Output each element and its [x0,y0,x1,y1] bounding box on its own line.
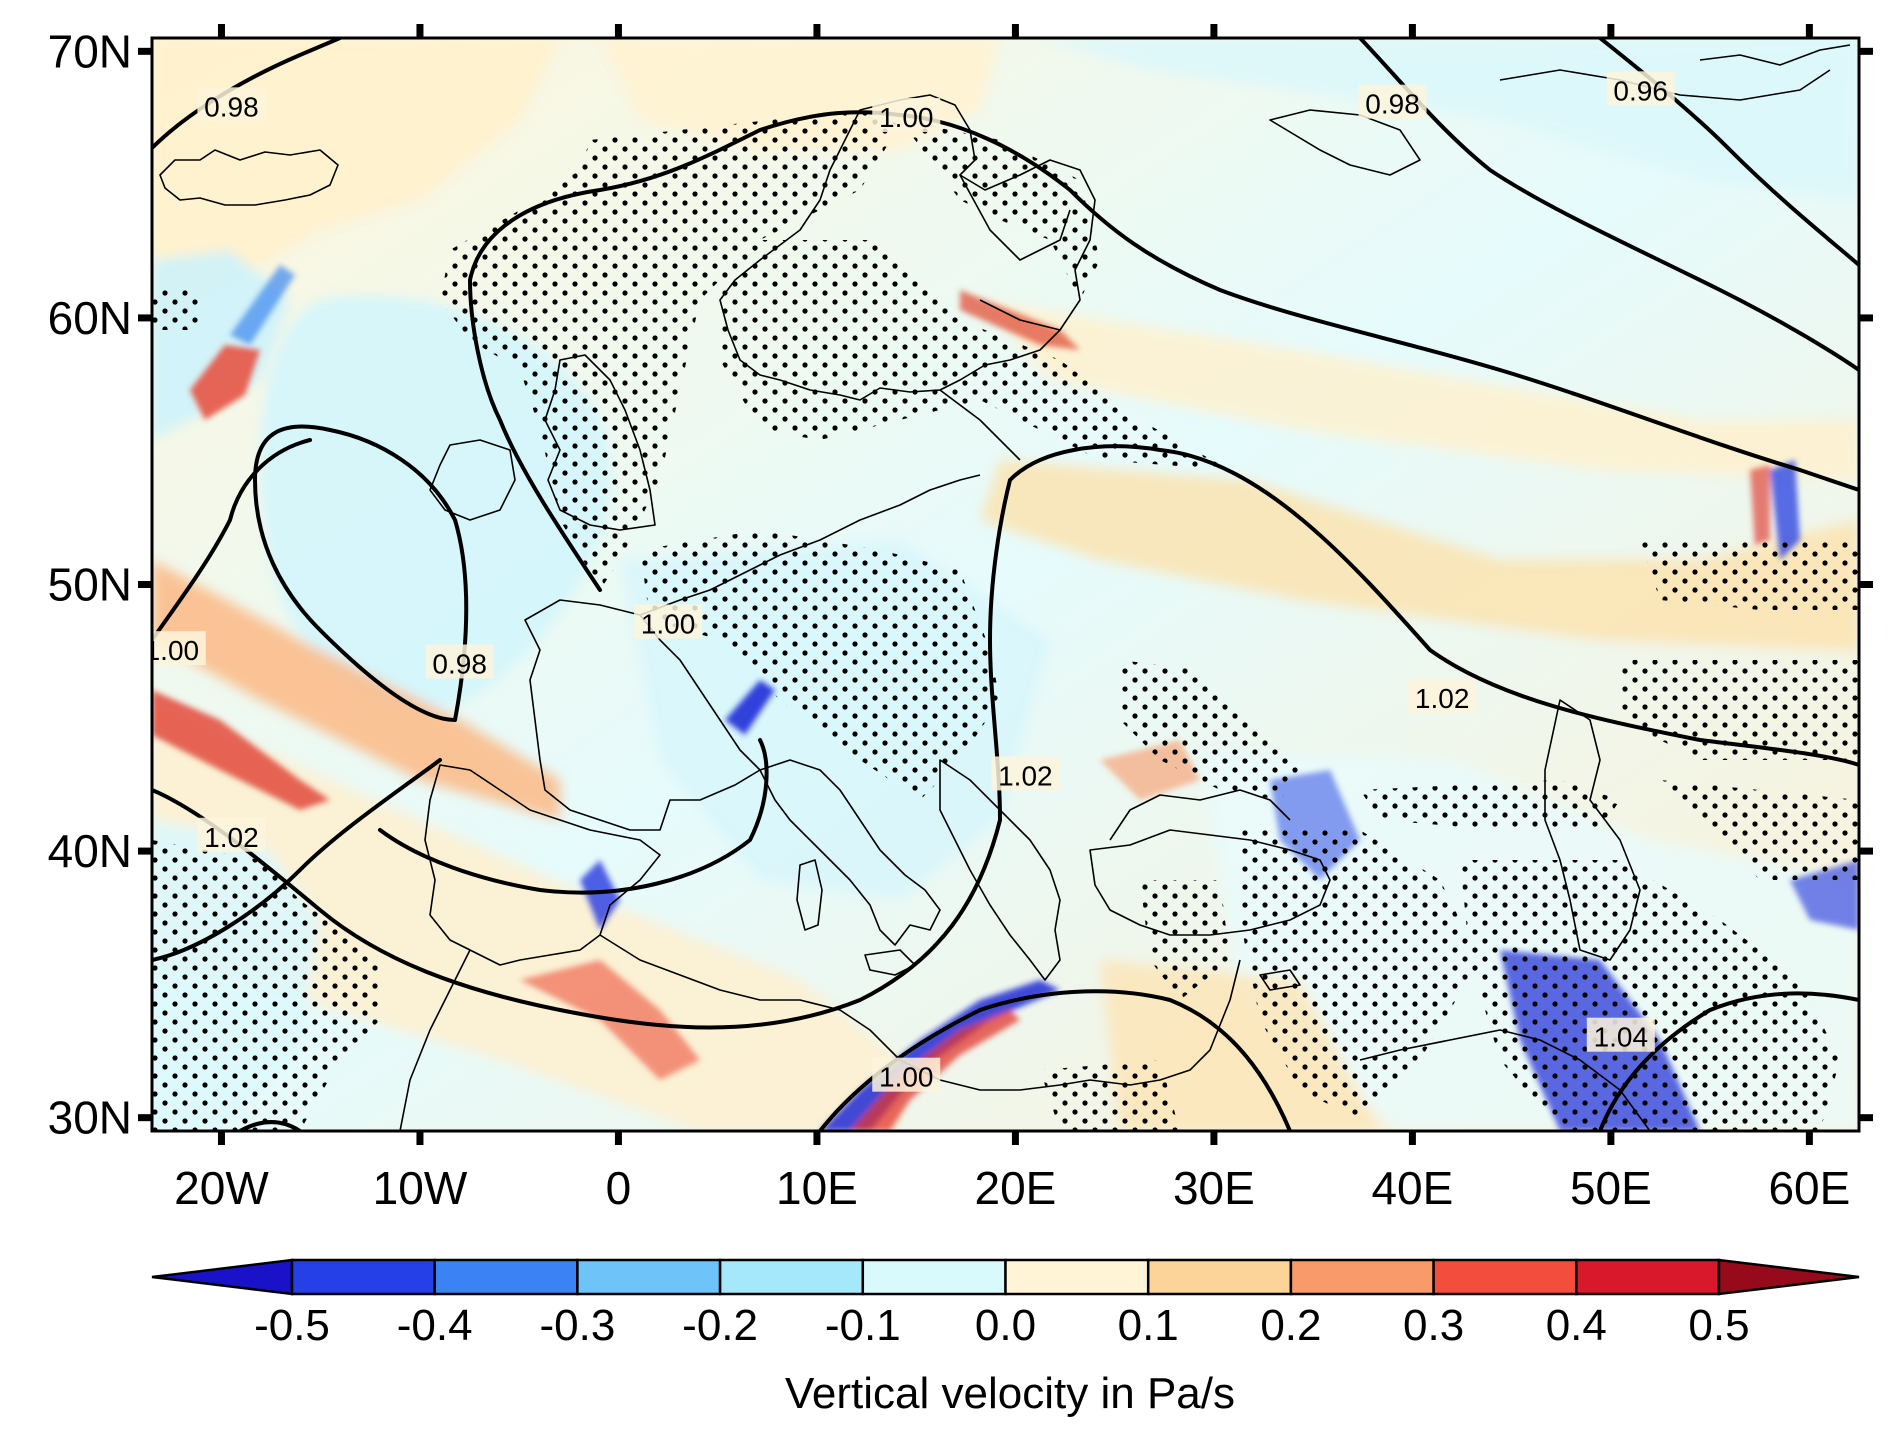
lat-tick-label: 40N [48,825,132,877]
contour-1-04-east [1598,991,1859,1131]
lat-tick-label: 60N [48,292,132,344]
contour-label: 1.00 [641,608,696,639]
scandinavia-coast [719,94,1096,401]
arabia-coast [1359,1029,1651,1131]
contour-1-02-iberia [378,738,769,895]
contour-label: 1.00 [879,1062,934,1093]
lon-tick-label: 10W [373,1162,468,1214]
colorbar-box [1575,1258,1721,1296]
contour-label: 1.00 [879,102,934,133]
contour-label: 1.00 [145,635,200,666]
contour-label-bg [425,644,494,679]
contour-labels: 0.98 0.98 0.96 1.00 0.98 1.00 1.00 1.02 1.02 1.02… [145,71,1675,1093]
colorbar-box-min [151,1258,294,1296]
black-sea-coast [1109,789,1291,841]
turkey-coast [1089,829,1331,936]
map-panel: 0.98 0.98 0.96 1.00 0.98 1.00 1.00 1.02 1.02 1.02… [48,24,1873,1214]
colorbar-tick-label: -0.2 [682,1301,758,1350]
colorbar-tick-label: 0.1 [1118,1301,1179,1350]
colorbar-box [718,1258,865,1296]
colorbar-label: Vertical velocity in Pa/s [785,1369,1235,1418]
colorbar-box [576,1258,722,1296]
lon-tick-label: 10E [776,1162,858,1214]
baltic-coast [939,174,1071,461]
colorbar-tick-label: 0.4 [1546,1301,1607,1350]
contour-label-bg [197,87,266,122]
contour-1-00-south [152,758,442,962]
lat-tick-label: 30N [48,1092,132,1144]
colorbar-tick-label: 0.0 [975,1301,1036,1350]
morocco-coast [399,949,471,1131]
britain-coast [544,354,656,531]
iceland-coast [159,149,339,206]
lon-tick-label: 40E [1371,1162,1453,1214]
colorbar-box [1432,1258,1578,1296]
iberia-coast [424,764,661,966]
lon-tick-label: 30E [1173,1162,1255,1214]
colorbar-tick-label: -0.3 [539,1301,615,1350]
lat-tick-label: 50N [48,559,132,611]
contour-label-bg [872,1057,941,1092]
contour-label-bg [1408,679,1477,714]
contour-label-bg [1586,1017,1655,1052]
longitude-ticks: 20W 10W 0 10E 20E 30E 40E 50E 60E [174,24,1850,1214]
balkans-coast [939,759,1061,981]
contour-label: 0.98 [204,91,259,122]
contour-1-00-bottom-left [238,1120,302,1131]
colorbar-box [1289,1258,1435,1296]
colorbar-box [290,1258,436,1296]
colorbar-tick-label: -0.4 [397,1301,473,1350]
north-africa-coast [599,934,1241,1091]
latitude-ticks: 70N 60N 50N 40N 30N [48,25,1873,1144]
contour-label: 0.98 [432,648,487,679]
contour-label-bg [872,97,941,132]
contour-1-02-west [152,788,1002,1030]
arctic-coast [1269,69,1831,176]
colorbar-box-max [1717,1258,1860,1296]
lon-tick-label: 20E [974,1162,1056,1214]
contour-label: 1.02 [998,760,1053,791]
italy-coast [759,759,941,946]
colorbar-tick-label: 0.2 [1260,1301,1321,1350]
significance-stippling [152,110,1859,1131]
colorbar-box [433,1258,579,1296]
caspian-coast [1544,699,1641,961]
contour-label-bg [1606,71,1675,106]
contour-1-00-west [152,438,312,642]
contour-label: 1.02 [204,822,259,853]
lon-tick-label: 0 [606,1162,632,1214]
colorbar: -0.5 -0.4 -0.3 -0.2 -0.1 0.0 0.1 0.2 0.3 0.4 0.5 V… [151,1258,1860,1418]
contour-label-bg [1358,84,1427,119]
contour-label-bg [634,604,703,639]
colorbar-box [1004,1258,1150,1296]
contour-label: 0.96 [1613,75,1668,106]
contour-label: 0.98 [1365,89,1420,120]
contour-label-bg [991,756,1060,791]
novaya-coast [1699,44,1851,66]
colorbar-tick-label: 0.3 [1403,1301,1464,1350]
lon-tick-label: 50E [1570,1162,1652,1214]
contour-label: 1.04 [1594,1022,1649,1053]
contour-0-96-ne [1598,38,1859,267]
ireland-coast [429,439,516,521]
colorbar-tick-label: 0.5 [1688,1301,1749,1350]
contour-0-98-low [253,424,469,722]
lat-tick-label: 70N [48,25,132,77]
lon-tick-label: 60E [1768,1162,1850,1214]
colorbar-box [861,1258,1007,1296]
colorbar-tick-label: -0.5 [254,1301,330,1350]
continental-coast [639,474,981,616]
cyprus-coast [1259,969,1301,991]
colorbar-boxes [151,1258,1860,1296]
contour-label-bg [152,631,206,666]
contour-label: 1.02 [1415,683,1470,714]
lon-tick-label: 20W [174,1162,269,1214]
colorbar-tick-labels: -0.5 -0.4 -0.3 -0.2 -0.1 0.0 0.1 0.2 0.3 0.4 0.5 [254,1301,1750,1350]
contour-label-bg [197,817,266,852]
sardinia-coast [796,859,823,931]
colorbar-tick-label: -0.1 [825,1301,901,1350]
contour-1-02-main [988,444,1859,822]
colorbar-box [1146,1258,1293,1296]
